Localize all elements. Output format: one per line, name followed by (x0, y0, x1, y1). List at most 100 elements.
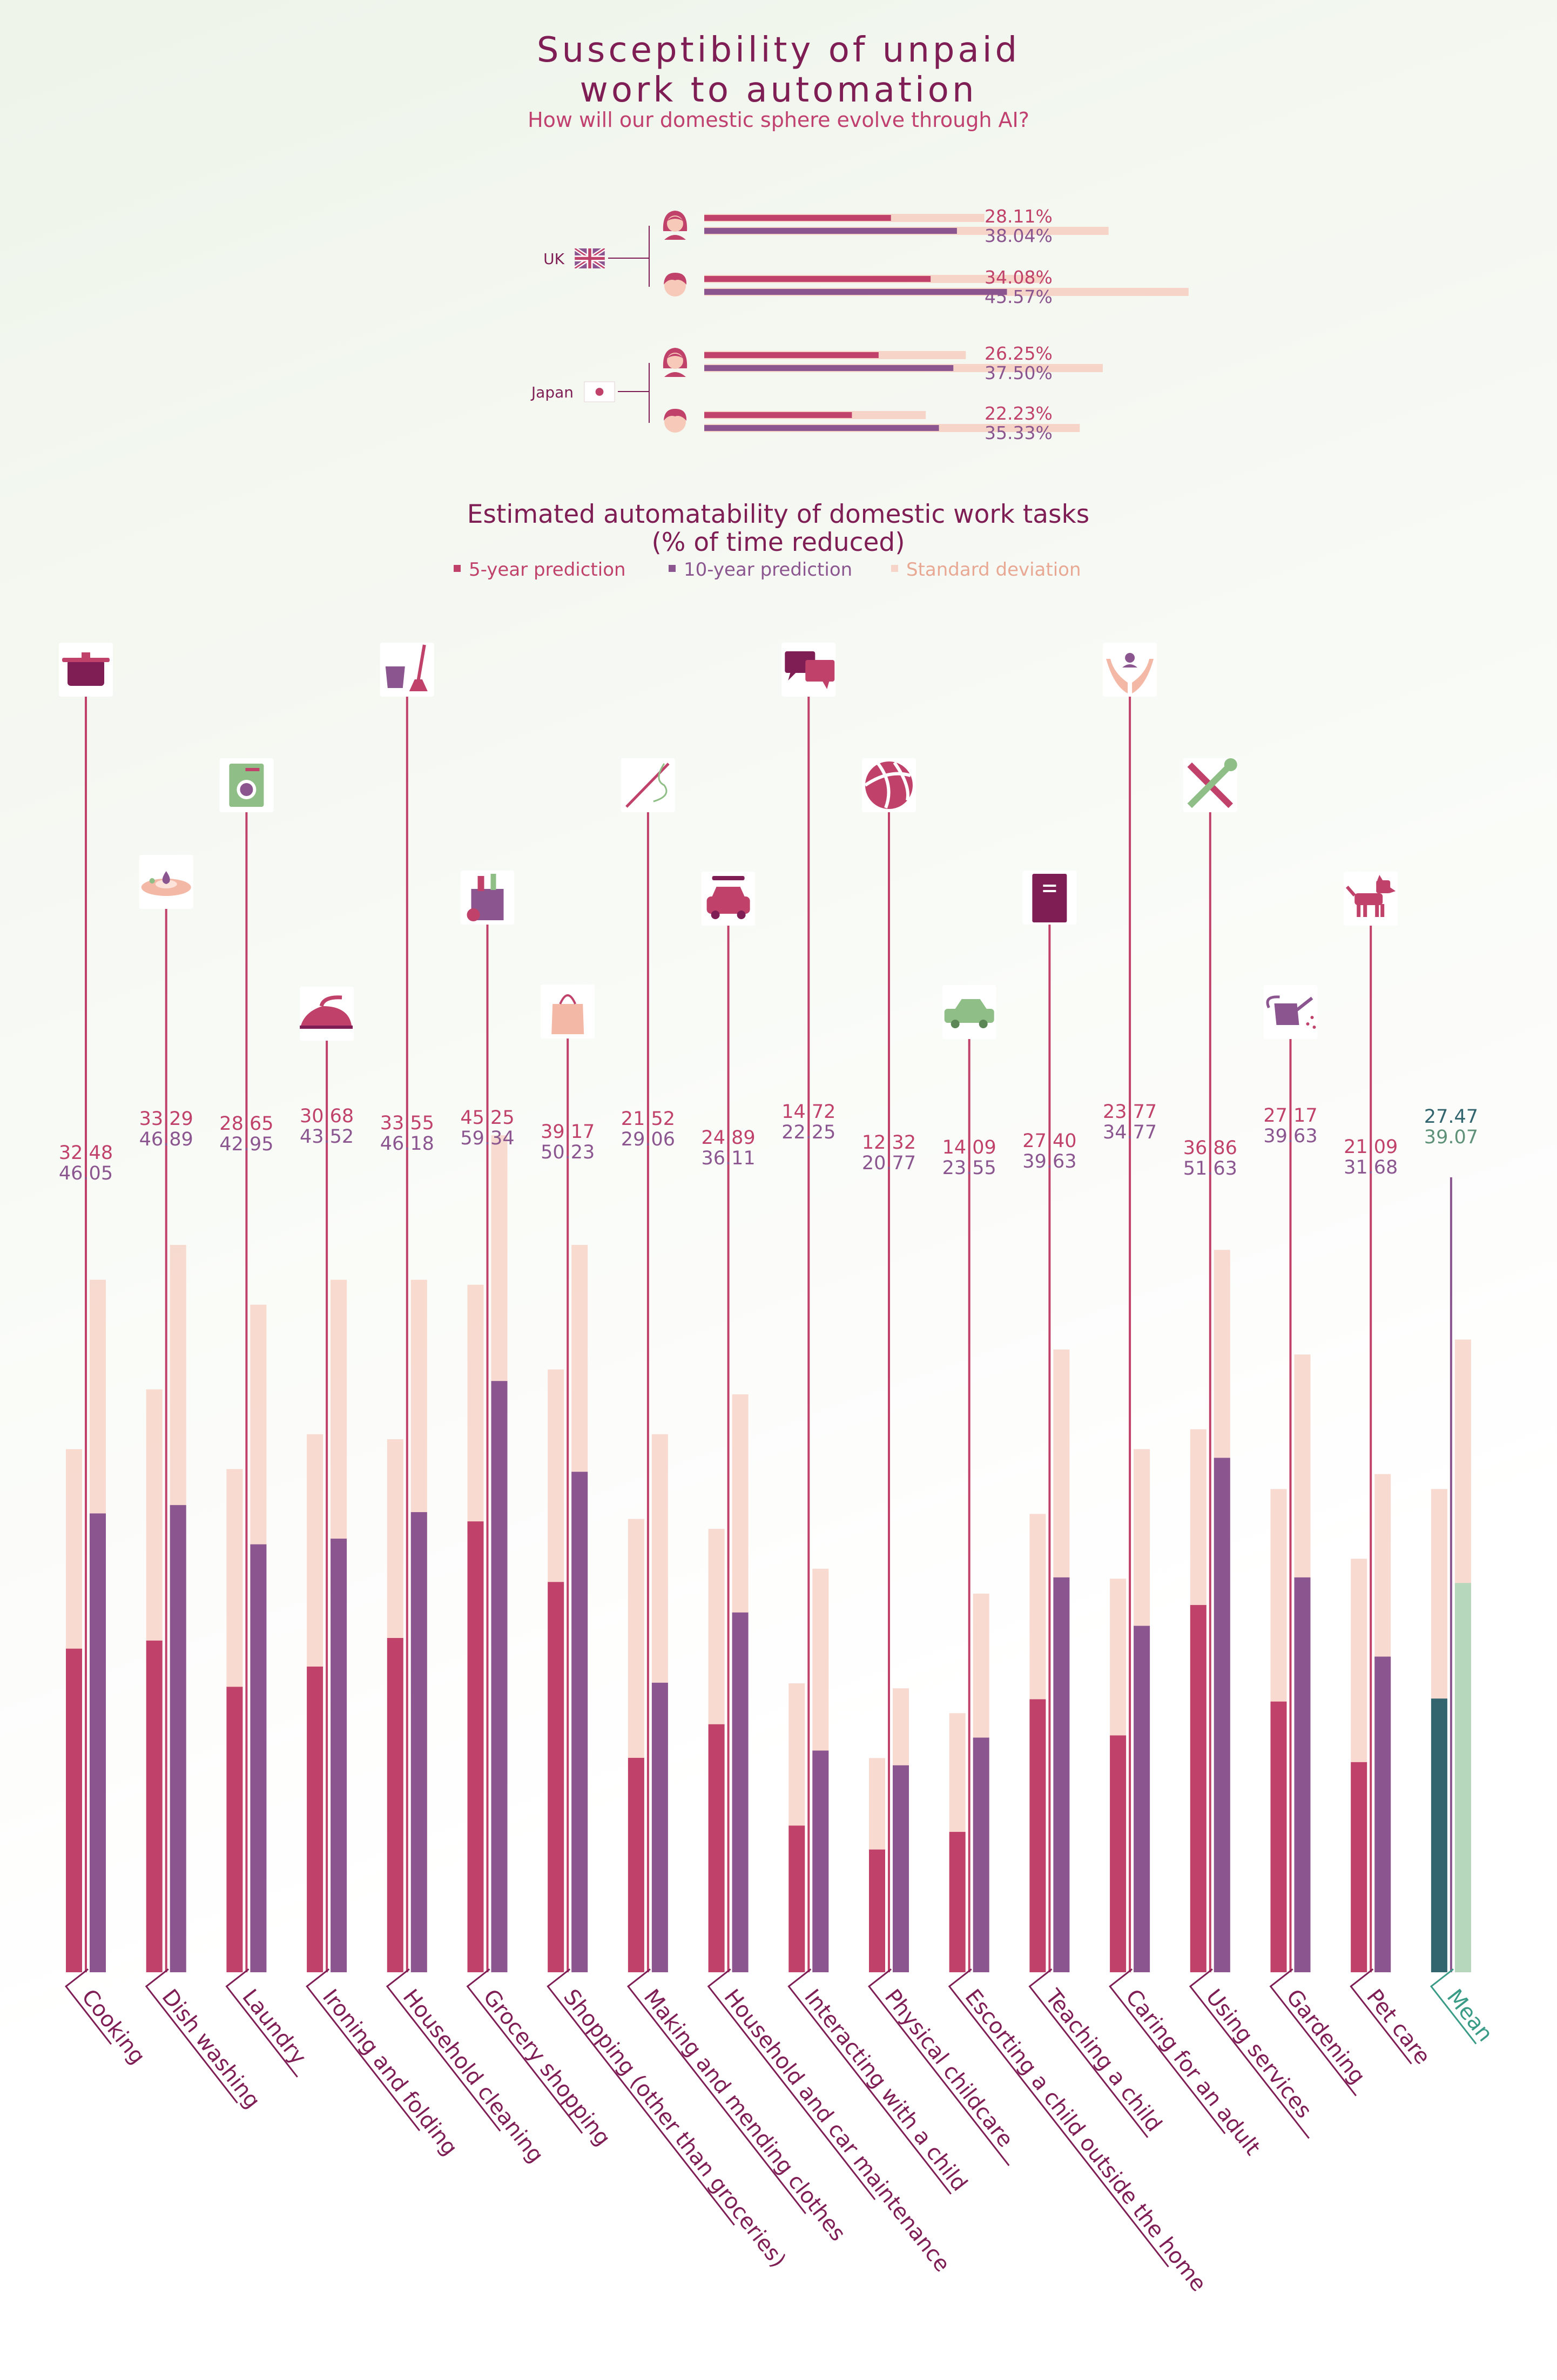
needle-thread-icon (621, 758, 675, 812)
category-label-text: Gardening (1281, 1985, 1370, 2089)
data-label-10yr: 31.68 (1344, 1157, 1398, 1178)
category-underline (1109, 1968, 1226, 2134)
data-label-10yr: 46.18 (380, 1133, 434, 1155)
category-label-4: Household cleaning (386, 1968, 548, 2168)
bar-chart-title: Estimated automatability of domestic wor… (467, 500, 1090, 529)
category-label-text: Interacting with a child (799, 1985, 972, 2196)
bar-5yr-17 (1431, 1698, 1447, 1972)
summary-value-5yr: 22.23% (985, 403, 1053, 424)
bar-5yr-0 (66, 1648, 82, 1972)
summary-value-10yr: 38.04% (985, 225, 1053, 246)
data-label-5yr: 33.29 (139, 1108, 193, 1130)
grocery-bag-icon (460, 871, 515, 925)
bar-5yr-1 (146, 1640, 163, 1972)
chart-title-line1: Susceptibility of unpaid (536, 30, 1021, 70)
bar-5yr-14 (1190, 1604, 1206, 1972)
bar-10yr-7 (651, 1682, 668, 1972)
category-underline (466, 1968, 583, 2134)
bar-5yr-2 (226, 1687, 243, 1972)
summary-bar-5yr (704, 412, 852, 418)
bucket-mop-icon (380, 643, 434, 697)
bar-5yr-12 (1029, 1699, 1046, 1972)
bar-5yr-5 (467, 1521, 484, 1972)
category-underline (225, 1968, 298, 2078)
small-car-icon (942, 985, 996, 1039)
female-face-icon (663, 348, 687, 377)
data-label-5yr: 28.65 (219, 1113, 273, 1135)
legend-5yr-swatch (454, 565, 461, 572)
data-label-5yr: 27.17 (1263, 1105, 1317, 1127)
bar-10yr-17 (1454, 1583, 1471, 1972)
data-label-5yr: 36.86 (1183, 1137, 1237, 1159)
male-face-icon (664, 273, 687, 296)
bar-chart-subtitle: (% of time reduced) (651, 528, 905, 557)
bar-5yr-7 (628, 1757, 644, 1972)
data-label-5yr: 12.32 (862, 1132, 916, 1154)
data-label-10yr: 50.23 (541, 1142, 595, 1163)
data-label-5yr: 32.48 (59, 1142, 113, 1164)
shopping-bag-icon (541, 985, 595, 1039)
car-wrench-icon (701, 872, 756, 926)
data-label-5yr: 45.25 (460, 1107, 514, 1129)
country-label-uk: UK (543, 250, 564, 268)
summary-bar-5yr (704, 215, 891, 221)
legend-std-swatch (891, 565, 898, 572)
legend-10yr-label: 10-year prediction (684, 559, 852, 581)
summary-value-5yr: 26.25% (985, 343, 1053, 364)
bar-10yr-5 (491, 1381, 508, 1972)
bar-5yr-8 (708, 1724, 725, 1972)
category-label-2: Laundry (225, 1968, 311, 2078)
summary-bar-5yr (704, 276, 931, 282)
dog-icon (1344, 872, 1398, 926)
category-underline (948, 1968, 1169, 2268)
data-label-10yr: 51.63 (1183, 1158, 1237, 1179)
category-label-13: Caring for an adult (1109, 1968, 1265, 2160)
data-label-5yr: 23.77 (1103, 1101, 1157, 1123)
data-label-10yr: 36.11 (701, 1148, 755, 1169)
data-label-5yr: 39.17 (541, 1121, 595, 1143)
icon-frame (1103, 643, 1157, 697)
bar-10yr-2 (250, 1544, 267, 1972)
data-label-5yr: 14.72 (781, 1101, 835, 1123)
country-label-japan: Japan (530, 383, 574, 401)
data-label-5yr: 27.40 (1022, 1130, 1076, 1152)
bar-10yr-14 (1214, 1458, 1230, 1972)
caring-hands-icon (1103, 643, 1157, 697)
category-underline (1028, 1968, 1149, 2138)
bar-10yr-9 (812, 1750, 829, 1972)
category-label-10: Physical childcare (868, 1968, 1018, 2166)
bar-5yr-16 (1351, 1762, 1367, 1972)
data-label-5yr: 24.89 (701, 1127, 755, 1149)
bar-5yr-9 (788, 1825, 805, 1972)
summary-value-10yr: 37.50% (985, 362, 1053, 383)
category-underline (787, 1968, 952, 2195)
data-label-10yr: 46.05 (59, 1163, 113, 1184)
category-label-text: Cooking (77, 1985, 150, 2069)
data-label-5yr: 30.68 (300, 1105, 354, 1127)
bar-10yr-0 (90, 1513, 106, 1972)
category-underline (1189, 1968, 1310, 2139)
legend-10yr-swatch (669, 565, 676, 572)
category-underline (707, 1968, 876, 2200)
data-label-5yr: 27.47 (1424, 1106, 1478, 1128)
data-label-5yr: 21.52 (621, 1108, 675, 1130)
ball-icon (862, 758, 916, 812)
bar-5yr-13 (1110, 1735, 1127, 1972)
dish-icon (139, 855, 193, 909)
data-label-10yr: 20.77 (862, 1152, 916, 1174)
category-underline (547, 1968, 735, 2226)
data-label-5yr: 21.09 (1344, 1136, 1398, 1158)
data-label-5yr: 33.55 (380, 1113, 434, 1134)
bar-10yr-15 (1294, 1577, 1311, 1972)
iron-icon (300, 987, 354, 1041)
bar-5yr-6 (548, 1582, 564, 1972)
data-label-10yr: 39.63 (1022, 1151, 1076, 1172)
summary-value-10yr: 45.57% (985, 286, 1053, 307)
category-label-text: Mean (1442, 1985, 1498, 2046)
